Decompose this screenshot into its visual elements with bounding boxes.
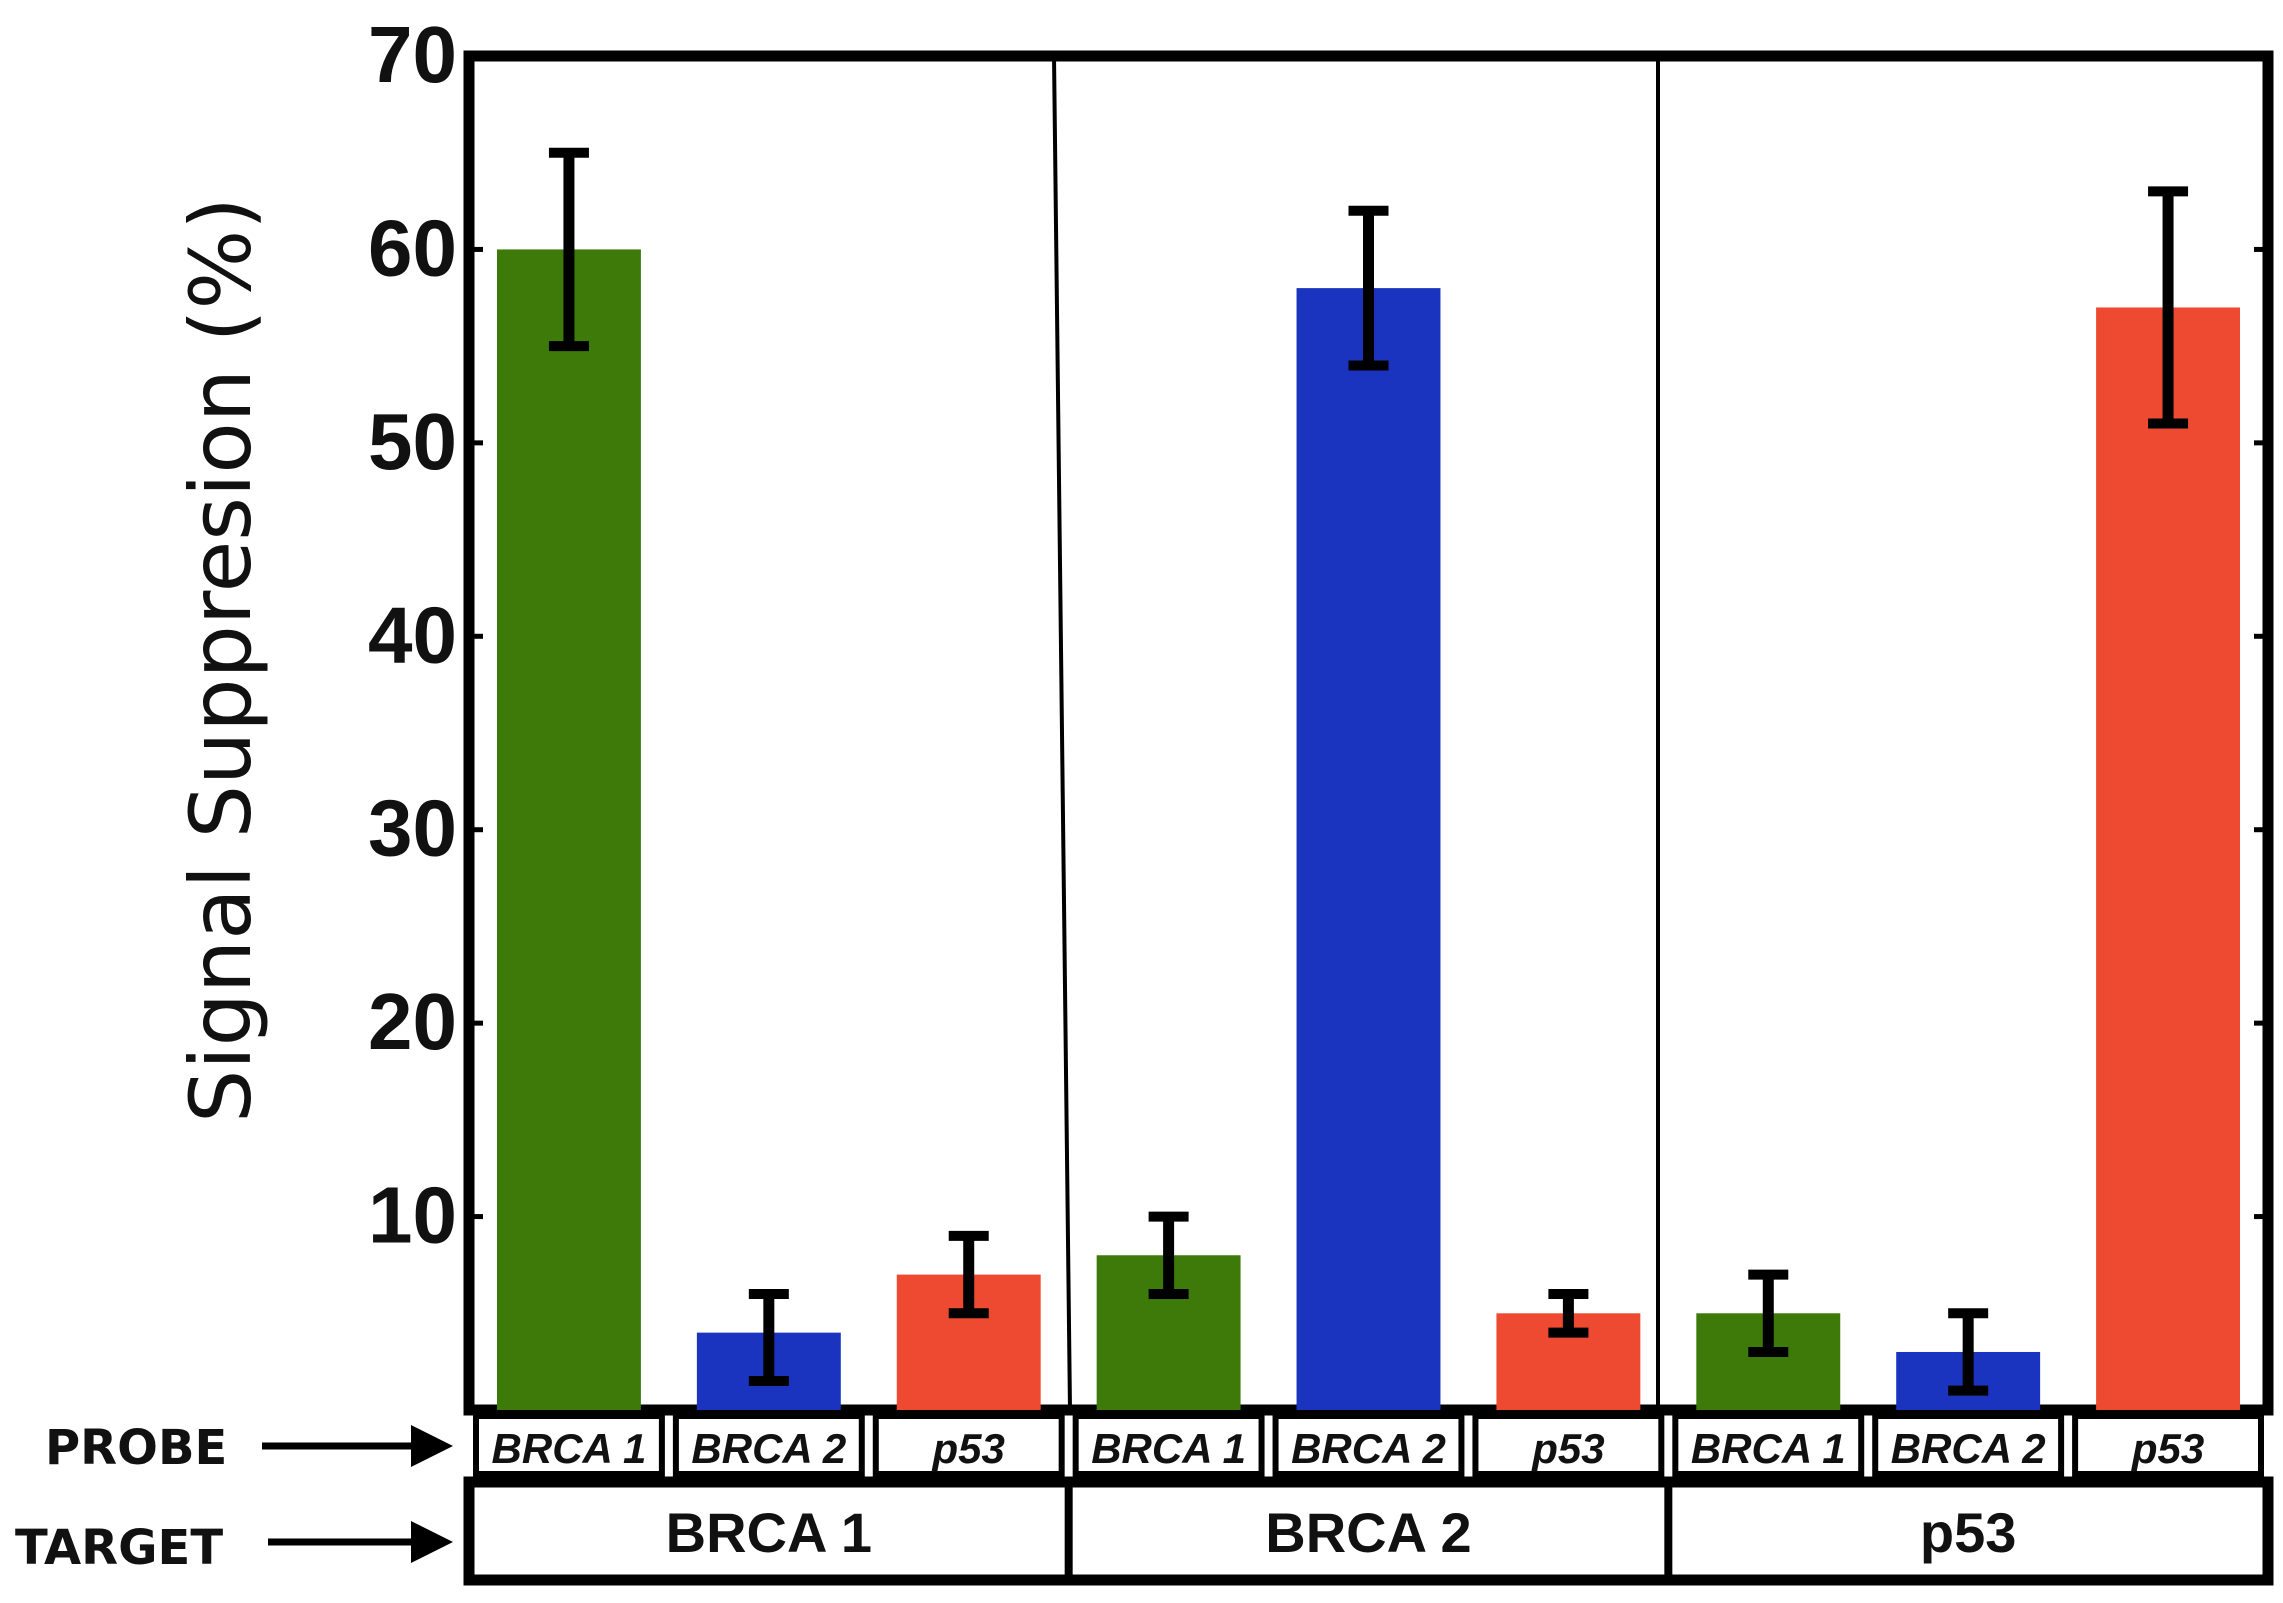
target-label: BRCA 2 xyxy=(1265,1501,1471,1564)
target-row-frame xyxy=(463,1476,2274,1586)
probe-label: BRCA 2 xyxy=(691,1425,846,1472)
probe-label: p53 xyxy=(932,1425,1005,1472)
y-tick-label: 10 xyxy=(368,1171,457,1260)
bar xyxy=(496,249,641,1410)
bar xyxy=(2096,307,2241,1410)
y-tick-label: 50 xyxy=(368,397,457,486)
probe-cell xyxy=(1072,1413,1265,1477)
probe-label: BRCA 2 xyxy=(1891,1425,2046,1472)
y-tick-label: 60 xyxy=(368,203,457,292)
target-label: p53 xyxy=(1920,1501,2017,1564)
probe-label: BRCA 1 xyxy=(1091,1425,1246,1472)
probe-label: BRCA 2 xyxy=(1291,1425,1446,1472)
y-tick-label: 40 xyxy=(368,590,457,679)
probe-cell xyxy=(872,1413,1065,1477)
probe-label: BRCA 1 xyxy=(492,1425,647,1472)
probe-label: p53 xyxy=(1531,1425,1604,1472)
probe-cell xyxy=(1672,1413,1865,1477)
probe-cell xyxy=(1472,1413,1665,1477)
target-row-label: TARGET xyxy=(15,1520,223,1576)
group-divider-1 xyxy=(1052,55,1072,1411)
y-tick-label: 70 xyxy=(368,10,457,99)
target-label: BRCA 1 xyxy=(666,1501,872,1564)
probe-cell xyxy=(672,1413,865,1477)
probe-row-label: PROBE xyxy=(45,1420,227,1476)
probe-cell xyxy=(2072,1413,2264,1477)
probe-cell xyxy=(473,1413,665,1477)
y-tick-label: 20 xyxy=(368,977,457,1066)
probe-label: p53 xyxy=(2131,1425,2204,1472)
y-tick-label: 30 xyxy=(368,784,457,873)
bar xyxy=(1296,288,1441,1411)
probe-cell xyxy=(1872,1413,2065,1477)
probe-cell xyxy=(1272,1413,1465,1477)
probe-label: BRCA 1 xyxy=(1691,1425,1846,1472)
y-axis-label: Signal Suppresion (%) xyxy=(172,197,270,1123)
